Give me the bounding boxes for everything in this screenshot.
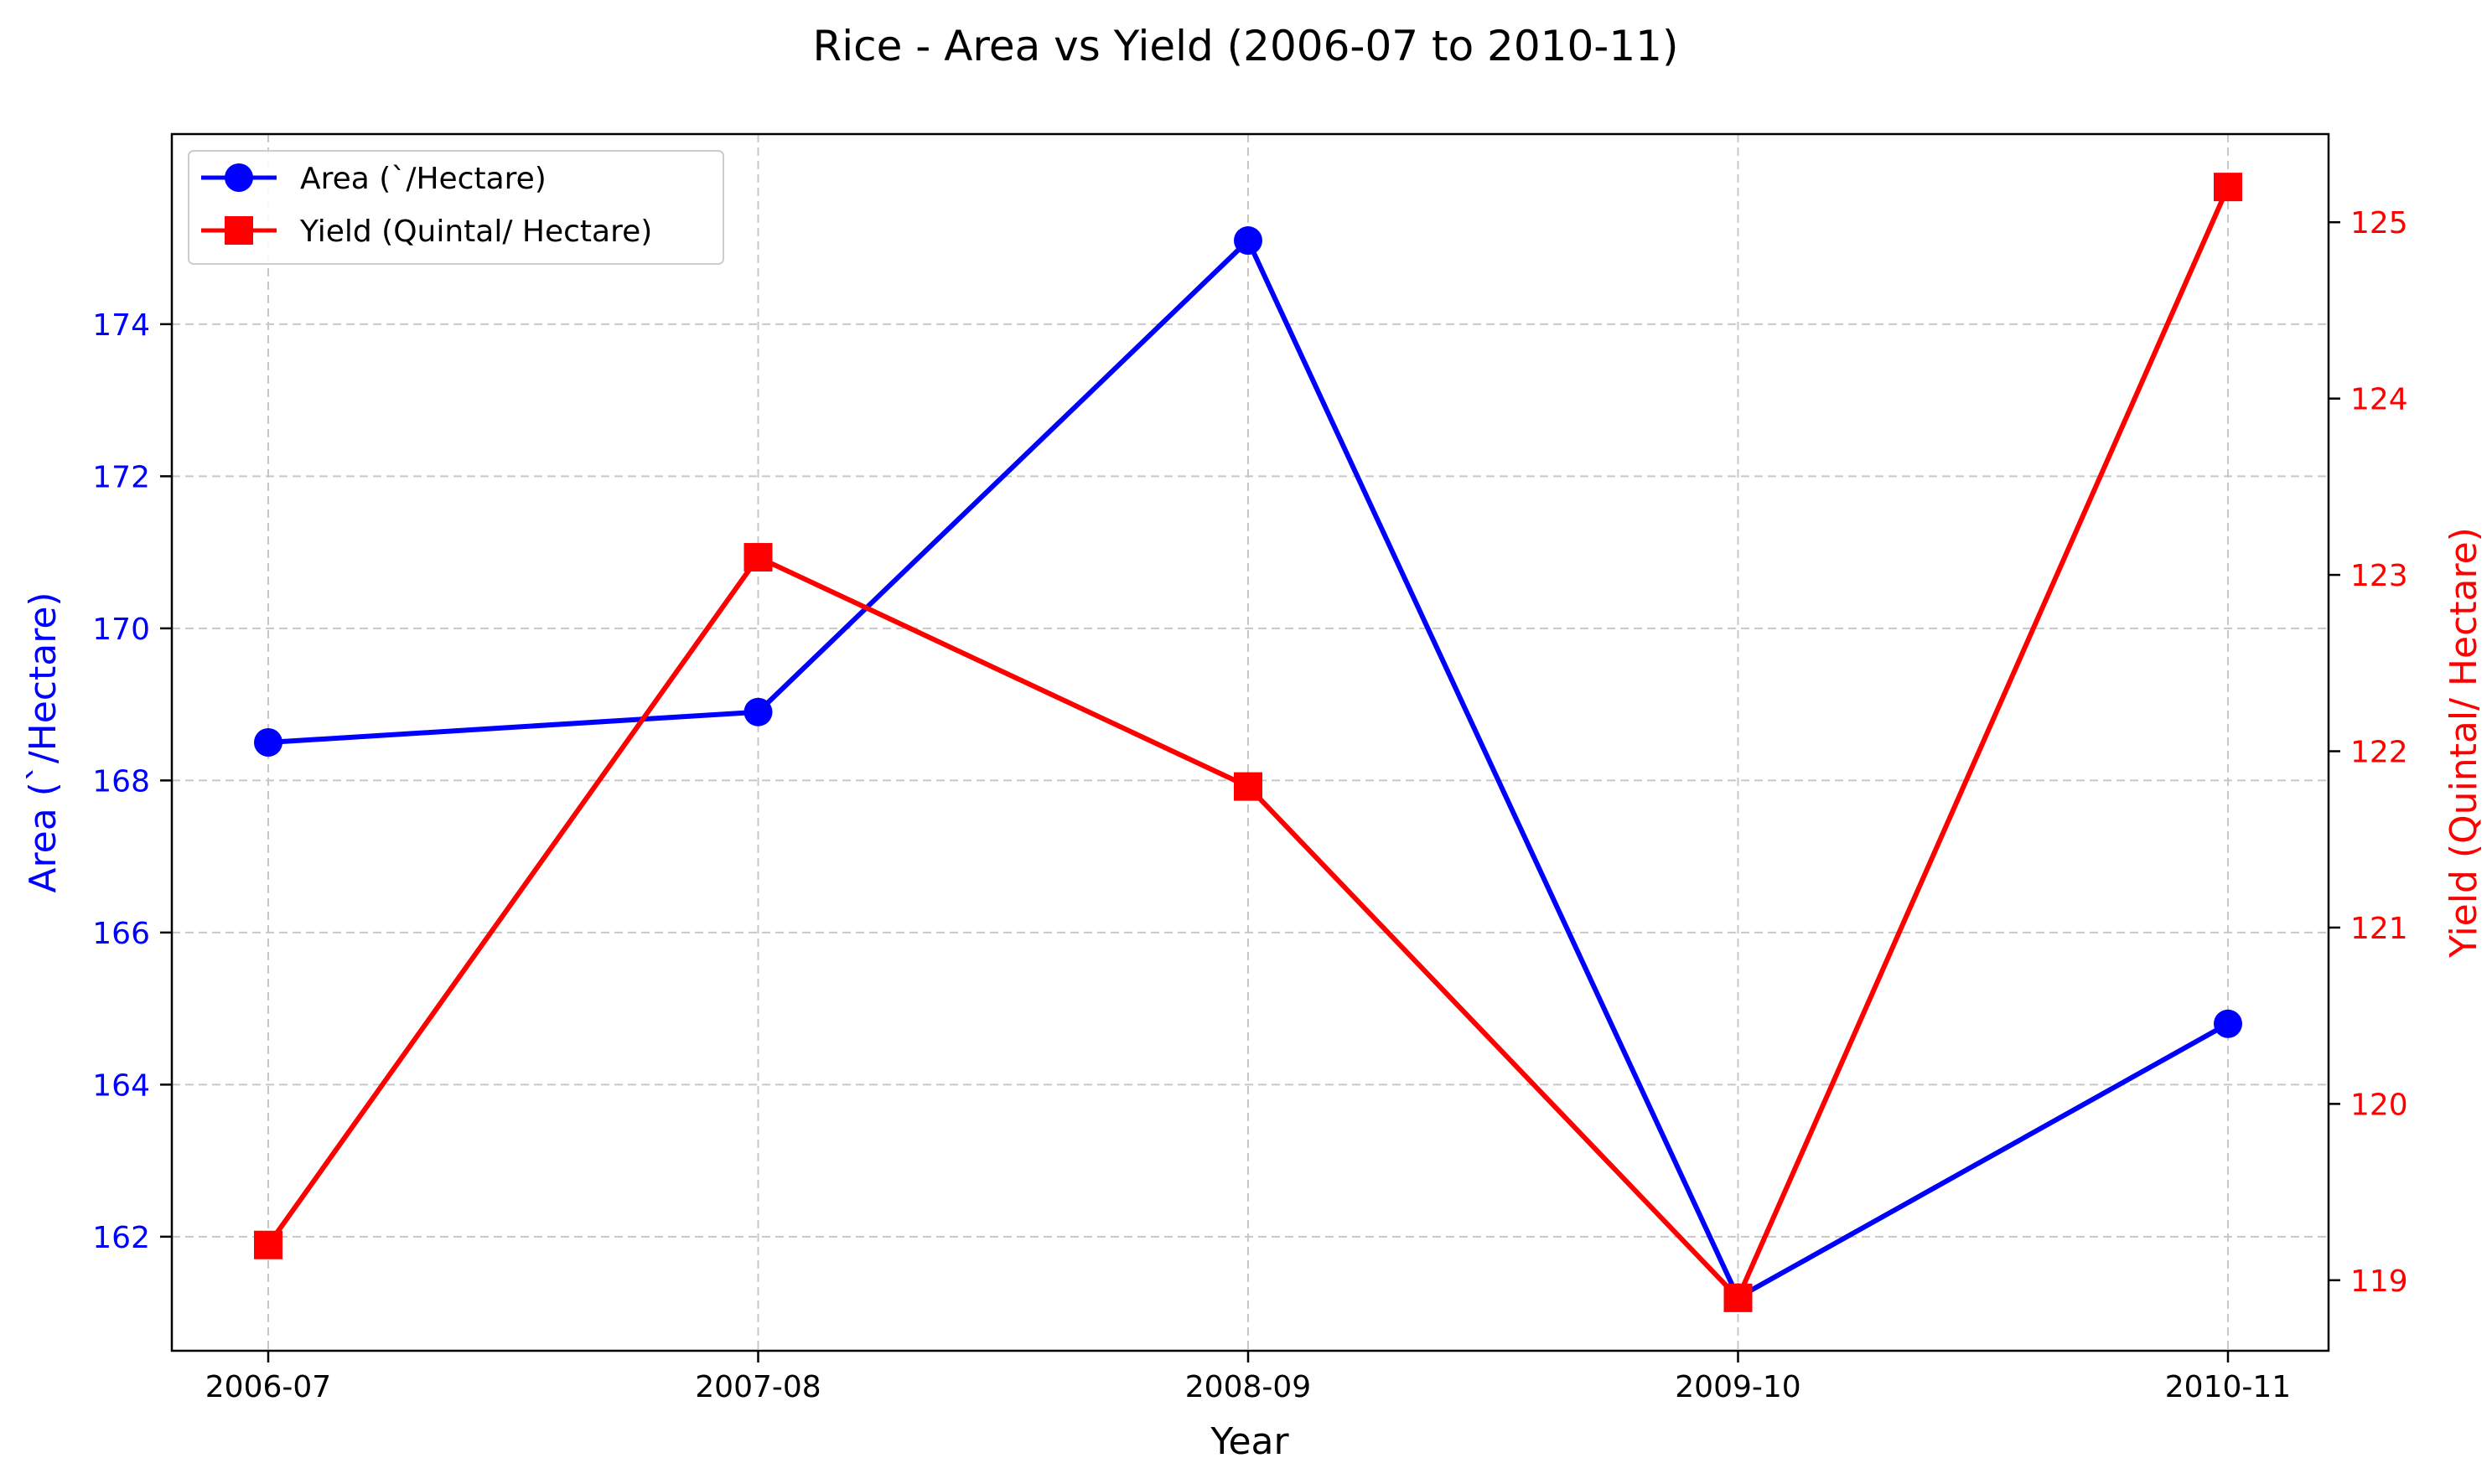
legend-entry-yield: Yield (Quintal/ Hectare) [201,215,652,249]
x-axis: 2006-07 2007-08 2008-09 2009-10 2010-11 [205,1351,2291,1404]
legend-marker-circle [225,163,253,192]
x-tick-label: 2007-08 [695,1370,821,1404]
legend-box [188,150,724,265]
y-right-tick-label: 125 [2350,206,2408,240]
data-point-circle [2214,1009,2242,1038]
data-point-square [743,543,773,572]
y-axis-right: 119 120 121 122 123 124 125 [2329,206,2408,1299]
plot-frame [170,132,2330,1352]
y-axis-right-label: Yield (Quintal/ Hectare) [2443,527,2485,959]
legend-entry-area: Area (`/Hectare) [201,162,547,196]
legend-marker-square [225,216,253,245]
data-point-square [2214,173,2242,202]
y-left-tick-label: 164 [92,1068,150,1103]
y-left-tick-label: 172 [92,460,150,494]
data-point-square [254,1230,282,1259]
y-left-tick-label: 162 [92,1221,150,1255]
y-right-tick-label: 123 [2350,559,2408,593]
x-tick-label: 2008-09 [1185,1370,1311,1404]
y-left-tick-label: 166 [92,917,150,951]
x-tick-label: 2010-11 [2165,1370,2291,1404]
y-right-tick-label: 121 [2350,912,2408,946]
data-point-circle [1234,226,1262,256]
x-axis-label: Year [1210,1420,1289,1463]
y-left-tick-label: 174 [92,308,150,343]
y-right-tick-label: 124 [2350,383,2408,417]
data-point-square [1234,772,1262,801]
grid [172,134,2329,1351]
data-point-circle [254,728,282,757]
data-point-square [1723,1283,1753,1312]
y-axis-left-label: Area (`/Hectare) [22,592,65,892]
y-right-tick-label: 120 [2350,1088,2408,1122]
chart-title: Rice - Area vs Yield (2006-07 to 2010-11… [813,22,1679,70]
x-tick-label: 2006-07 [205,1370,331,1404]
y-left-tick-label: 170 [92,613,150,647]
y-right-tick-label: 122 [2350,736,2408,770]
y-axis-left: 162 164 166 168 170 172 174 [92,308,172,1255]
data-point-circle [743,697,773,726]
x-tick-label: 2009-10 [1675,1370,1800,1404]
series-layer [254,173,2242,1312]
legend-label-yield: Yield (Quintal/ Hectare) [299,215,652,249]
y-right-tick-label: 119 [2350,1264,2408,1299]
legend: Area (`/Hectare) Yield (Quintal/ Hectare… [188,150,724,265]
y-left-tick-label: 168 [92,764,150,799]
legend-label-area: Area (`/Hectare) [300,162,547,196]
